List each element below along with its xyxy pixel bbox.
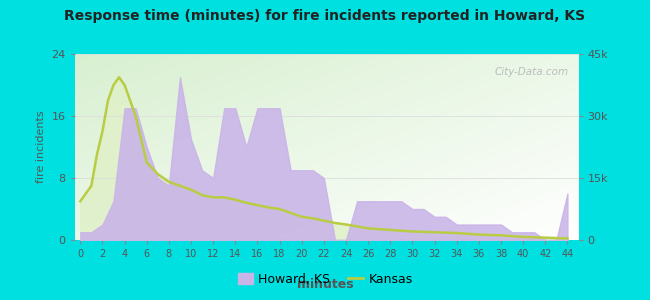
Text: minutes: minutes [296, 278, 354, 291]
Legend: Howard, KS, Kansas: Howard, KS, Kansas [233, 268, 417, 291]
Y-axis label: fire incidents: fire incidents [36, 111, 46, 183]
Text: City-Data.com: City-Data.com [494, 67, 568, 77]
Text: Response time (minutes) for fire incidents reported in Howard, KS: Response time (minutes) for fire inciden… [64, 9, 586, 23]
